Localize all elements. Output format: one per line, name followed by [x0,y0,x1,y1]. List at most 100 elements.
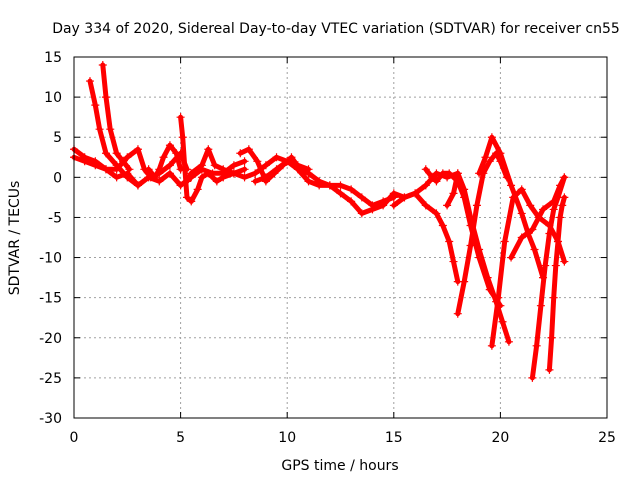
data-point [500,237,509,246]
data-point [336,181,345,190]
data-point [229,161,238,170]
data-point [159,153,168,162]
data-point [304,177,313,186]
data-point [123,173,132,182]
data-point [106,125,115,134]
data-point [558,201,567,210]
series-track-18 [545,193,569,374]
data-point [101,93,110,102]
data-point [428,173,437,182]
data-point [212,177,221,186]
data-point [347,185,356,194]
data-point [421,181,430,190]
data-point [204,145,213,154]
x-axis-label: GPS time / hours [281,458,398,474]
data-point [240,165,249,174]
data-point [123,153,132,162]
data-point [112,161,121,170]
data-point [240,173,249,182]
data-point [193,185,202,194]
data-point [91,161,100,170]
y-tick-label: 15 [44,50,62,66]
x-tick-label: 25 [598,430,616,446]
data-point [545,229,554,238]
series-track-13 [453,149,511,318]
plot-frame [73,56,608,419]
data-point [453,309,462,318]
series-track-3 [85,77,142,190]
data-point [481,153,490,162]
y-axis-label: SDTVAR / TECUs [7,181,23,296]
data-point [240,157,249,166]
data-point [432,177,441,186]
data-point [98,61,107,70]
data-point [336,189,345,198]
series-track-5 [144,141,185,182]
y-tick-label: -5 [48,210,62,226]
data-point [178,133,187,142]
series-line [529,174,567,381]
data-point [560,193,569,202]
data-point [347,197,356,206]
data-point [421,165,430,174]
data-point [526,201,535,210]
data-point [165,161,174,170]
data-point [165,169,174,178]
series-track-10 [389,189,462,286]
data-point [80,157,89,166]
data-point [560,173,569,182]
data-point [541,261,550,270]
data-point [549,205,558,214]
data-point [251,177,260,186]
data-point [304,169,313,178]
data-point [210,161,219,170]
data-point [133,181,142,190]
data-point [487,133,496,142]
data-point [155,165,164,174]
data-point [475,169,484,178]
data-point [187,197,196,206]
data-point [187,169,196,178]
data-point [483,273,492,282]
data-point [472,201,481,210]
data-point [453,169,462,178]
data-point [368,205,377,214]
data-point [315,181,324,190]
data-point [494,293,503,302]
data-point [272,153,281,162]
data-point [485,157,494,166]
x-tick-label: 0 [70,430,79,446]
data-point [421,201,430,210]
data-point [151,173,160,182]
data-point [556,213,565,222]
data-point [496,149,505,158]
data-point [261,173,270,182]
data-point [549,293,558,302]
y-tick-label: 5 [53,130,62,146]
series-track-17 [528,173,569,382]
series-line [252,158,461,216]
data-point [504,337,513,346]
data-point [91,101,100,110]
data-point [438,221,447,230]
data-point [197,173,206,182]
data-point [560,257,569,266]
data-point [475,245,484,254]
data-point [112,149,121,158]
x-tick-label: 10 [278,430,296,446]
data-point [172,149,181,158]
data-point [460,185,469,194]
data-point [466,241,475,250]
series-line [178,114,248,204]
data-point [498,317,507,326]
data-point [197,161,206,170]
data-point [517,233,526,242]
series-track-6 [176,113,249,206]
data-point [182,193,191,202]
data-point [449,189,458,198]
data-point [445,169,454,178]
y-tick-label: -10 [39,251,62,267]
data-point [432,209,441,218]
y-tick-label: -30 [39,411,62,427]
